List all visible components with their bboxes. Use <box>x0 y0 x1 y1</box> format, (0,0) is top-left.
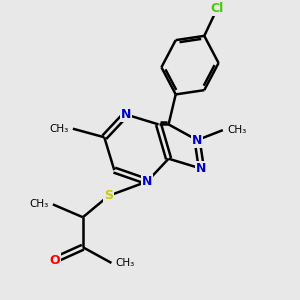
Text: N: N <box>142 175 152 188</box>
Text: CH₃: CH₃ <box>29 200 49 209</box>
Text: CH₃: CH₃ <box>116 258 135 268</box>
Text: N: N <box>192 134 202 147</box>
Text: O: O <box>49 254 60 267</box>
Text: CH₃: CH₃ <box>227 125 246 135</box>
Text: Cl: Cl <box>211 2 224 15</box>
Text: S: S <box>104 189 113 202</box>
Text: N: N <box>121 108 131 121</box>
Text: N: N <box>196 162 207 175</box>
Text: CH₃: CH₃ <box>49 124 69 134</box>
